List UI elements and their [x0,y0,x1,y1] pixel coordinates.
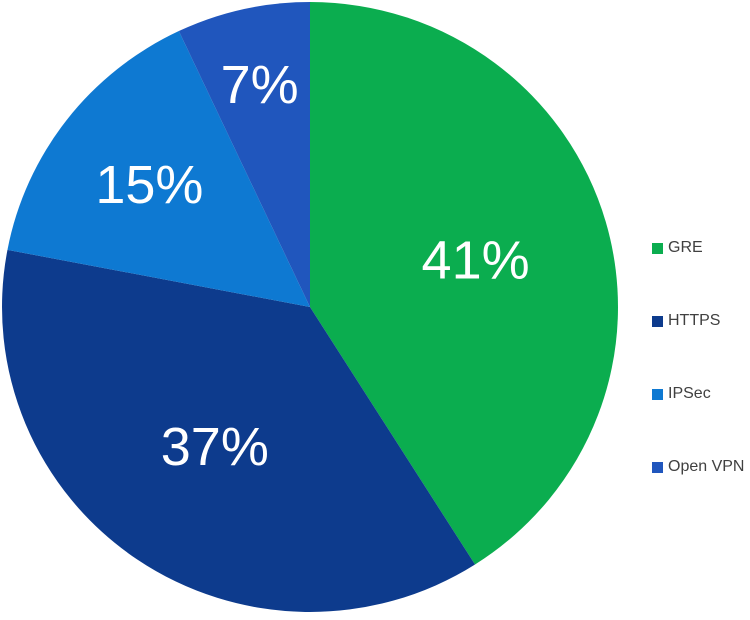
pie-slice-open-vpn [178,2,310,307]
pie-slice-ipsec [7,31,311,308]
legend-item-https: HTTPS [652,313,744,329]
legend-label-open-vpn: Open VPN [668,458,745,475]
legend-label-https: HTTPS [668,312,721,329]
legend-swatch-https [652,315,663,327]
legend-item-ipsec: IPSec [652,386,744,402]
legend-swatch-ipsec [652,388,663,400]
slice-label-https: 37% [161,417,269,477]
pie-slice-gre [310,2,618,565]
legend-swatch-gre [652,242,663,254]
legend-swatch-open-vpn [652,461,663,473]
slice-label-ipsec: 15% [95,155,203,215]
legend: GRE HTTPS IPSec Open VPN [652,240,744,475]
slice-label-gre: 41% [422,231,530,291]
legend-label-ipsec: IPSec [668,385,711,402]
legend-item-open-vpn: Open VPN [652,459,744,475]
legend-item-gre: GRE [652,240,744,256]
pie-slice-https [2,249,476,612]
legend-label-gre: GRE [668,239,703,256]
slice-label-open-vpn: 7% [221,55,299,115]
